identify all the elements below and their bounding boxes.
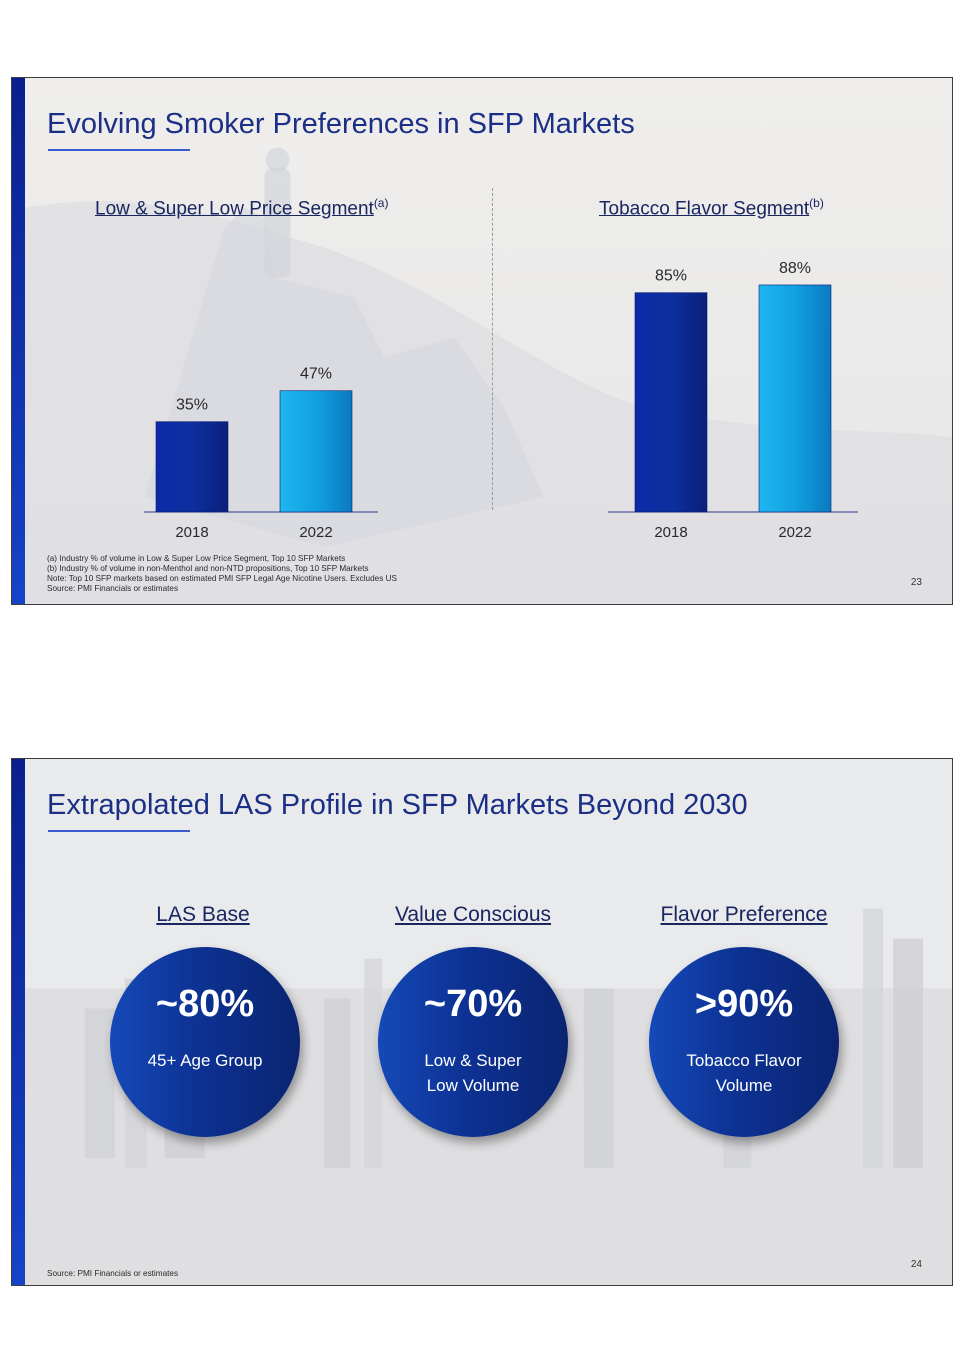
page-number: 24: [910, 1259, 922, 1270]
source-note: Source: PMI Financials or estimates: [47, 1269, 179, 1278]
footnote-a: (a) Industry % of volume in Low & Super …: [47, 554, 346, 563]
stat-label-line: Low & Super: [424, 1051, 522, 1070]
stat-label-line: Tobacco Flavor: [686, 1051, 802, 1070]
slide-23: Evolving Smoker Preferences in SFP Marke…: [11, 77, 953, 605]
slide-24: Extrapolated LAS Profile in SFP Markets …: [11, 758, 953, 1286]
chart-title-note: (a): [373, 196, 389, 210]
stat-label: Tobacco Flavor Volume: [669, 1048, 819, 1098]
chart-title-text: Low & Super Low Price Segment: [95, 198, 374, 220]
slide-title: Evolving Smoker Preferences in SFP Marke…: [47, 108, 635, 140]
bar-2018: [634, 292, 708, 513]
footnote-source: Source: PMI Financials or estimates: [47, 584, 179, 593]
x-tick-label: 2022: [299, 524, 332, 541]
heading-flavor-preference: Flavor Preference: [660, 903, 828, 926]
footnote-note: Note: Top 10 SFP markets based on estima…: [47, 574, 397, 583]
bar-value-label: 88%: [779, 260, 811, 277]
heading-las-base: LAS Base: [156, 903, 250, 926]
title-underline: [48, 149, 190, 151]
stat-value: >90%: [694, 983, 794, 1025]
chart-title-flavor-segment: Tobacco Flavor Segment(b): [599, 196, 824, 220]
chart-title-note: (b): [809, 196, 824, 210]
stat-circle-las-base: ~80% 45+ Age Group: [110, 947, 300, 1137]
footnotes: (a) Industry % of volume in Low & Super …: [47, 554, 397, 594]
bar-value-label: 47%: [300, 366, 332, 383]
chart-divider: [492, 188, 493, 510]
stat-label-line: Low Volume: [426, 1076, 520, 1095]
x-tick-label: 2018: [654, 524, 687, 541]
slide-title: Extrapolated LAS Profile in SFP Markets …: [47, 789, 748, 821]
page-number: 23: [910, 577, 922, 588]
stat-label-line: Volume: [715, 1076, 773, 1095]
chart-title-text: Tobacco Flavor Segment: [599, 198, 810, 220]
stat-circle-flavor-preference: >90% Tobacco Flavor Volume: [649, 947, 839, 1137]
bar-2022: [758, 284, 832, 513]
bar-charts: 35% 2018 47% 2022 85% 2018 88% 2022: [144, 260, 858, 541]
title-underline: [48, 830, 190, 832]
footnote-b: (b) Industry % of volume in non-Menthol …: [47, 564, 369, 573]
bar-value-label: 35%: [176, 397, 208, 414]
heading-value-conscious: Value Conscious: [394, 903, 552, 926]
slide-accent-bar: [12, 759, 25, 1285]
slide-accent-bar: [12, 78, 25, 604]
chart-title-price-segment: Low & Super Low Price Segment(a): [95, 196, 388, 220]
x-tick-label: 2022: [778, 524, 811, 541]
x-tick-label: 2018: [175, 524, 208, 541]
stat-value: ~80%: [155, 983, 255, 1025]
bar-value-label: 85%: [655, 268, 687, 285]
stat-circle-value-conscious: ~70% Low & Super Low Volume: [378, 947, 568, 1137]
bar-2022: [279, 390, 353, 513]
stat-label: 45+ Age Group: [130, 1048, 280, 1073]
stat-label-line: 45+ Age Group: [147, 1051, 263, 1070]
stat-value: ~70%: [423, 983, 523, 1025]
bar-2018: [155, 421, 229, 513]
stat-label: Low & Super Low Volume: [398, 1048, 548, 1098]
